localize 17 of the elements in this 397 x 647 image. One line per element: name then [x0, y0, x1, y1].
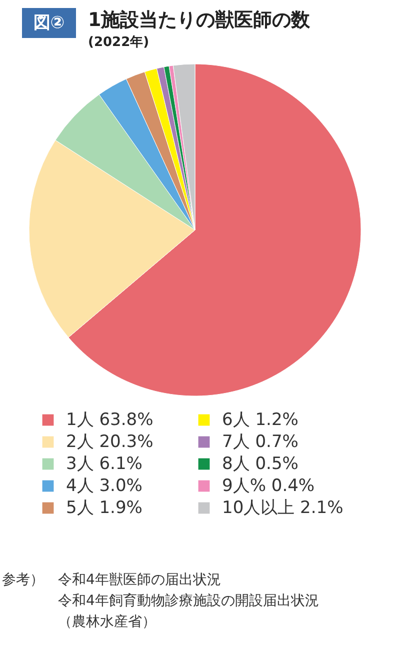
legend-label: 1人 63.8% — [66, 410, 154, 430]
text: 令和4年獣医師の届出状況 — [58, 572, 221, 588]
legend-label: 8人 0.5% — [222, 454, 298, 474]
legend-label: 7人 0.7% — [222, 432, 298, 452]
legend-label: 3人 6.1% — [66, 454, 142, 474]
legend-label: 9人% 0.4% — [222, 476, 315, 496]
chart-subtitle: (2022年) — [88, 35, 150, 50]
text: 図② — [33, 13, 65, 33]
legend-label: 2人 20.3% — [66, 432, 154, 452]
text: 参考） — [2, 572, 44, 588]
text: 令和4年飼育動物診療施設の開設届出状況 — [58, 592, 319, 609]
chart-title: 1施設当たりの獣医師の数 — [88, 9, 312, 31]
legend-label: 6人 1.2% — [222, 410, 298, 430]
legend-label: 5人 1.9% — [66, 498, 142, 518]
legend-label: 10人以上 2.1% — [222, 498, 344, 518]
text: （農林水産省） — [58, 614, 156, 630]
legend-label: 4人 3.0% — [66, 476, 142, 496]
